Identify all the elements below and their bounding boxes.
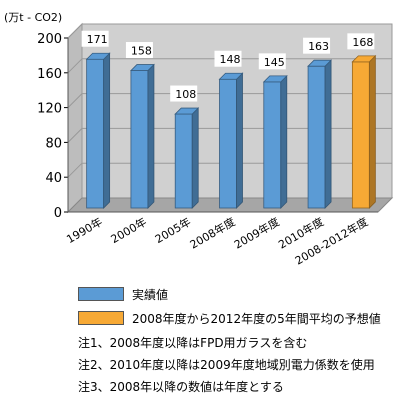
value-label: 158 [131, 45, 152, 58]
x-tick-label: 2009年度 [231, 214, 281, 251]
gridline-side [67, 58, 83, 74]
x-tick-label: 2008年度 [187, 214, 237, 251]
bar-side [147, 63, 155, 209]
gridline-side [67, 162, 83, 178]
x-tick-label: 1990年 [64, 214, 105, 246]
bar [307, 65, 326, 209]
legend-label-forecast: 2008年度から2012年度の5年間平均の予想値 [132, 311, 381, 326]
x-tick-label: 2008-2012年度 [292, 214, 370, 267]
bar-top [218, 72, 244, 80]
bar [174, 113, 193, 209]
value-label: 168 [352, 36, 373, 49]
bar-top [351, 55, 377, 63]
bar [263, 81, 282, 209]
bar [219, 78, 237, 209]
bar-side [368, 54, 376, 209]
bar-chart: 0 40 80 120 160 200 (万t - CO2) 171 1990年 158 2000年… [4, 11, 394, 268]
y-tick-label: 200 [37, 32, 62, 47]
note-3: 注3、2008年以降の数値は年度とする [78, 380, 284, 394]
value-label: 163 [308, 40, 329, 53]
legend-swatch-actual [78, 287, 124, 301]
value-label: 145 [264, 56, 285, 69]
value-label-box [81, 30, 109, 47]
value-label-box [170, 85, 198, 102]
bar-side [236, 72, 243, 209]
bar [351, 61, 370, 209]
bar [130, 70, 149, 209]
legend-item-actual: 実績値 [78, 286, 168, 302]
value-label-box [303, 37, 331, 54]
note-1: 注1、2008年度以降はFPD用ガラスを含む [78, 336, 308, 350]
side-wall [67, 22, 83, 214]
bar-top [262, 75, 288, 83]
bar-top [129, 64, 155, 71]
bar [86, 58, 105, 209]
legend-item-forecast: 2008年度から2012年度の5年間平均の予想値 [78, 310, 381, 326]
bar-side [280, 74, 288, 209]
value-label-box [258, 53, 286, 70]
gridline-side [67, 93, 83, 108]
bar-side [103, 52, 111, 209]
bar-side [324, 59, 332, 209]
y-tick-label: 80 [45, 136, 62, 151]
x-tick-label: 2005年 [152, 214, 193, 246]
bar-side [191, 107, 199, 209]
legend-swatch-forecast [78, 311, 124, 325]
note-2: 注2、2010年度以降は2009年度地域別電力係数を使用 [78, 358, 375, 372]
gridline-side [67, 23, 83, 39]
chart-area: 0 40 80 120 160 200 (万t - CO2) 171 1990年 158 2000年… [4, 11, 394, 268]
value-label-box [125, 42, 153, 59]
y-unit-label: (万t - CO2) [4, 11, 62, 24]
legend-label-actual: 実績値 [132, 287, 169, 302]
bar-top [174, 107, 200, 115]
value-label-box [214, 50, 242, 67]
y-tick-label: 120 [37, 102, 62, 117]
gridline-side [67, 128, 83, 143]
y-tick-label: 0 [54, 206, 62, 221]
value-label: 108 [175, 88, 196, 101]
value-label-box [347, 33, 375, 50]
x-tick-label: 2000年 [108, 214, 149, 246]
value-label: 171 [87, 33, 108, 46]
y-tick-label: 160 [37, 67, 62, 82]
bar-top [85, 52, 111, 60]
bar-top [307, 59, 333, 67]
y-tick-label: 40 [45, 171, 62, 186]
value-label: 148 [220, 53, 241, 66]
